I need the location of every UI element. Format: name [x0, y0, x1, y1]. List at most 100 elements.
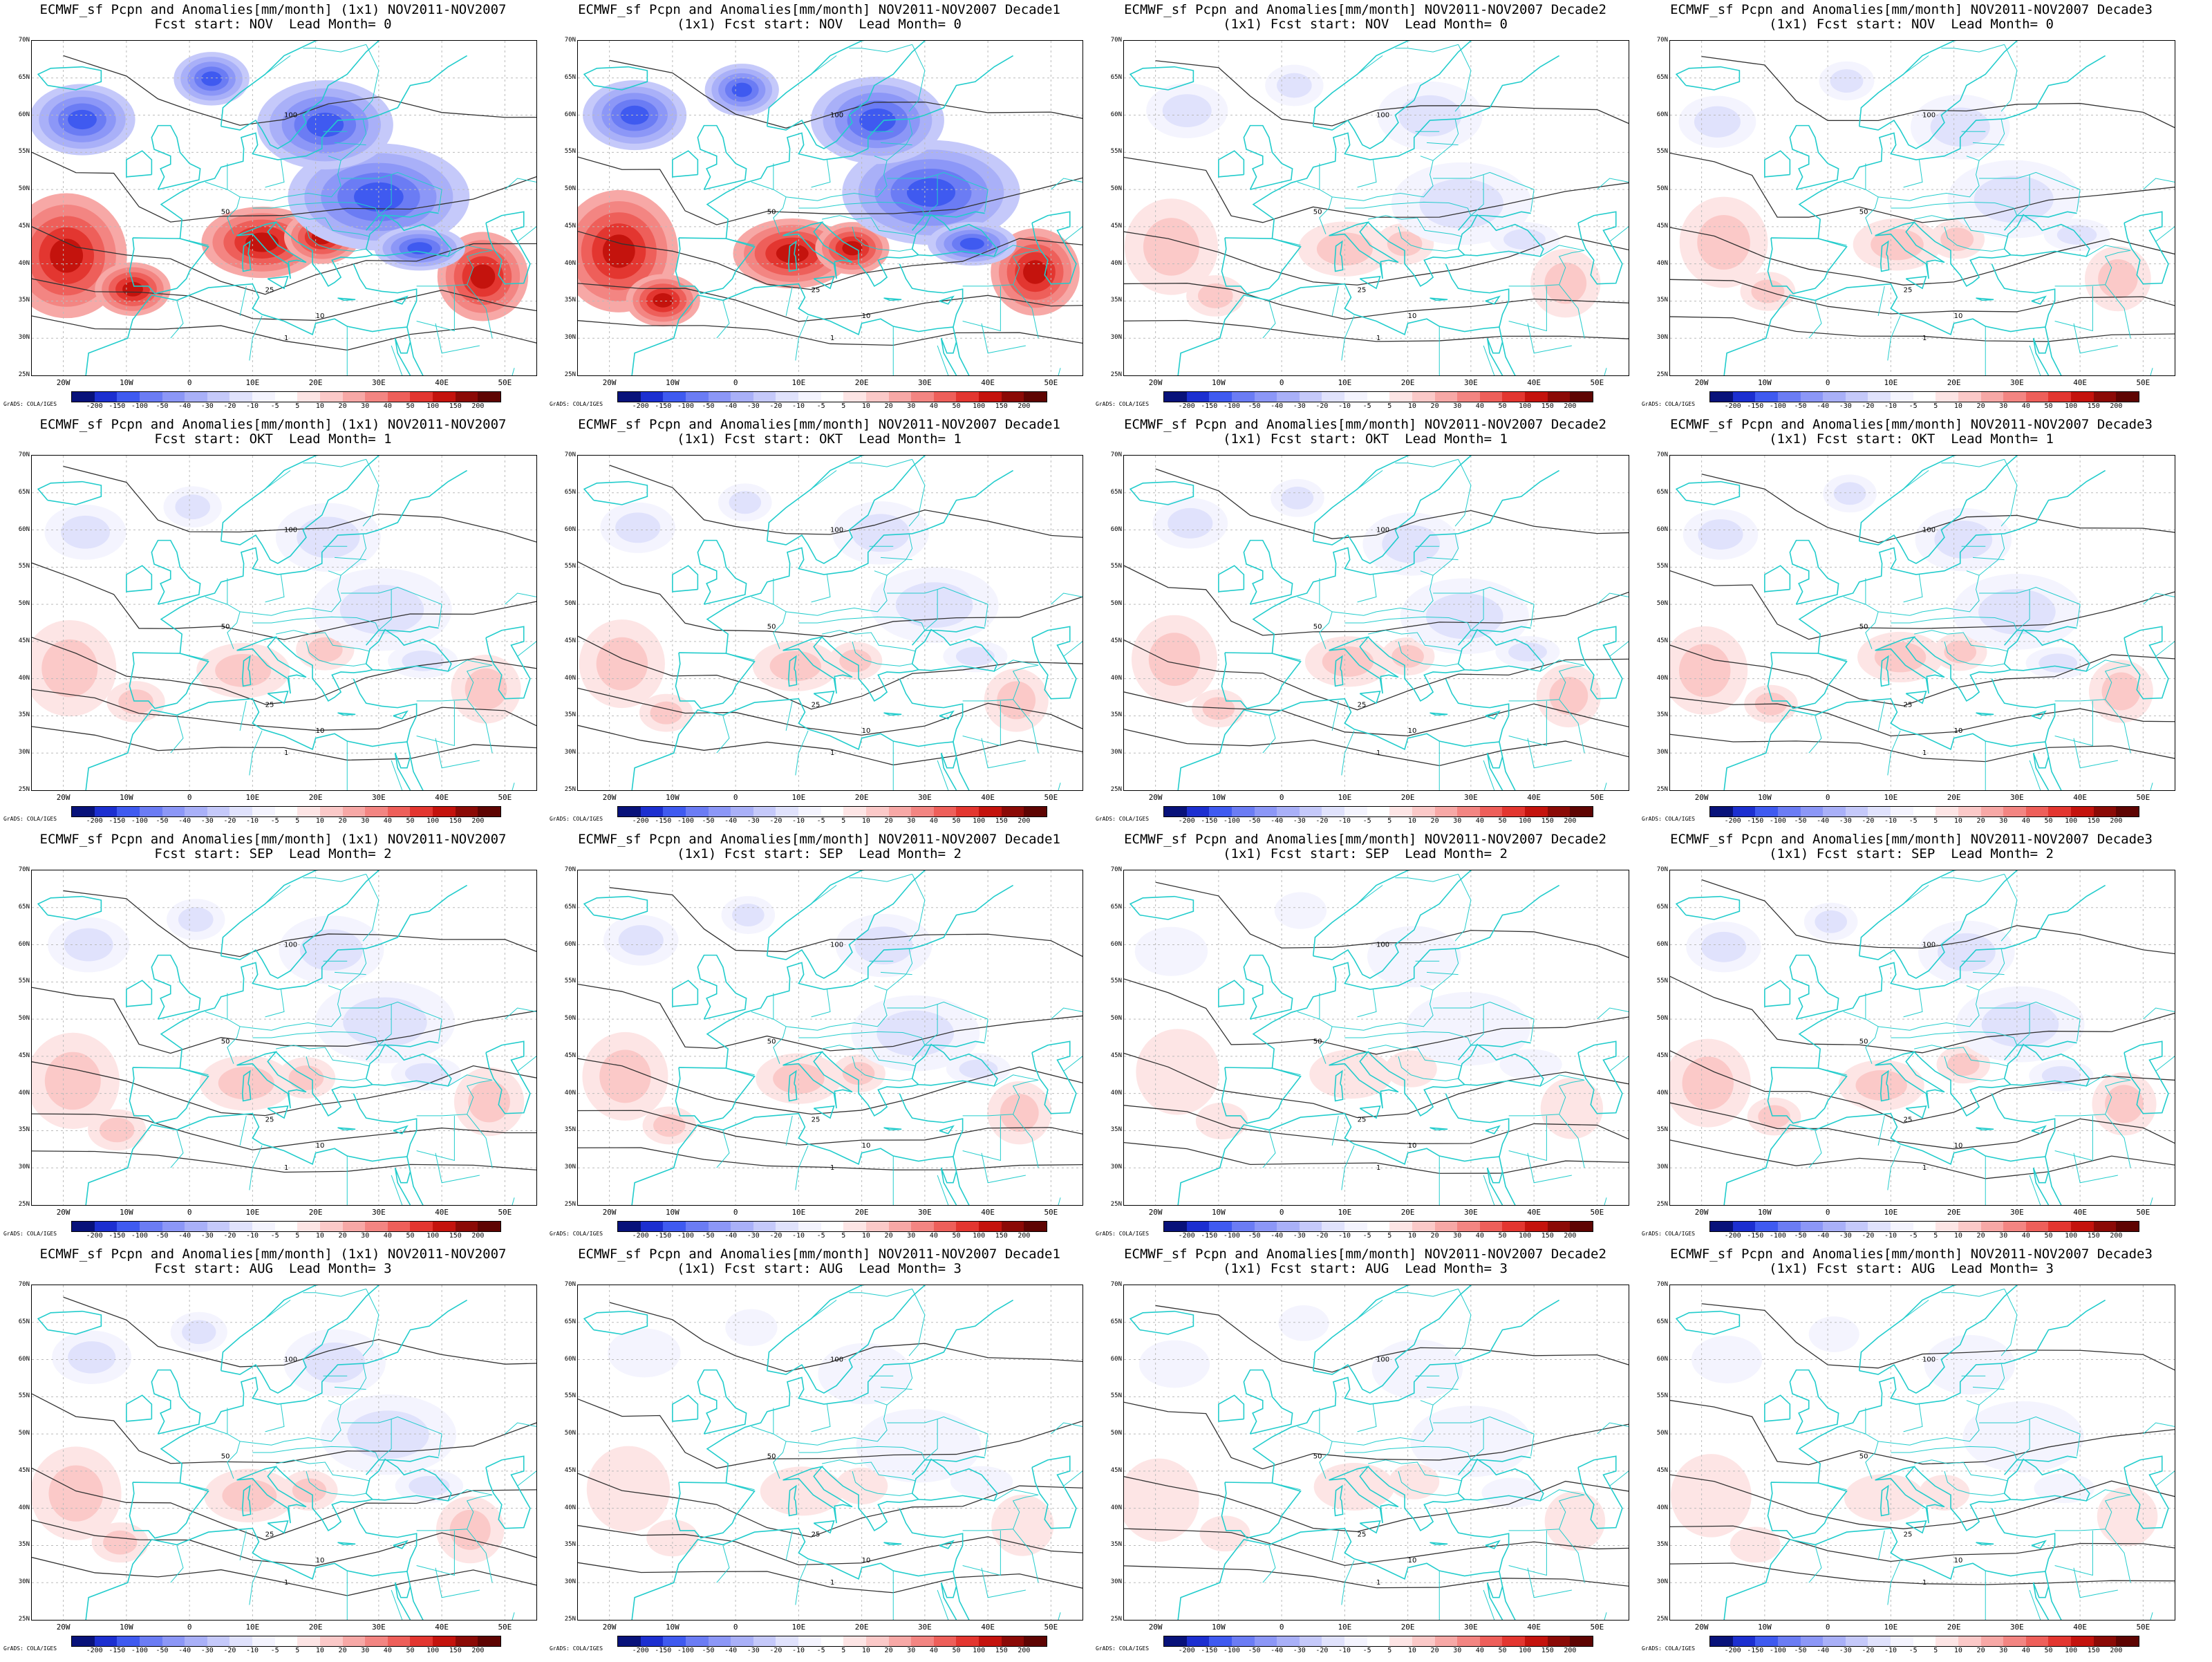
coastline [1485, 1540, 1501, 1549]
colorbar-label: -100 [1223, 1647, 1240, 1654]
positive-anomaly-area [222, 1479, 277, 1512]
lat-tick-label: 35N [18, 711, 30, 719]
colorbar-label: 30 [361, 1647, 370, 1654]
coastline [1312, 1285, 1472, 1394]
colorbar-swatch [1209, 1636, 1232, 1646]
lat-tick-label: 40N [1656, 674, 1668, 682]
colorbar-label: 50 [952, 817, 961, 825]
colorbar-label: 20 [1430, 817, 1439, 825]
negative-anomaly-area [1274, 892, 1327, 929]
country-border [2029, 1175, 2041, 1205]
colorbar-swatch [1457, 807, 1480, 816]
country-border [1878, 156, 1980, 201]
country-border [1368, 215, 1462, 237]
colorbar-label: 150 [995, 817, 1008, 825]
country-border [1262, 716, 1276, 754]
country-border [334, 142, 366, 146]
colorbar-swatch [72, 1636, 95, 1646]
lon-tick-label: 50E [498, 378, 512, 387]
coastline [409, 342, 424, 375]
negative-anomaly-area [1277, 73, 1312, 98]
colorbar-label: -150 [1201, 1647, 1218, 1654]
country-border [785, 286, 793, 317]
colorbar-swatch [297, 1222, 320, 1231]
lat-tick-label: 40N [1110, 1089, 1122, 1096]
positive-anomaly-area [118, 689, 153, 714]
colorbar-swatch [865, 1222, 889, 1231]
colorbar-label: -50 [1248, 1232, 1261, 1240]
precip-contour-line [1124, 978, 1629, 1055]
lon-tick-label: 20E [854, 378, 869, 387]
contour-label: 10 [1954, 1142, 1963, 1150]
colorbar-label: -20 [1862, 1647, 1875, 1654]
colorbar-swatch [1980, 392, 2004, 402]
contour-label: 100 [1376, 942, 1389, 949]
country-border [276, 630, 370, 652]
panel-title: ECMWF_sf Pcpn and Anomalies[mm/month] (1… [3, 1247, 543, 1276]
colorbar-label: 100 [427, 402, 440, 410]
lat-tick-label: 70N [564, 37, 576, 44]
lat-tick-label: 70N [564, 1281, 576, 1288]
lon-tick-label: 20W [56, 1623, 71, 1632]
positive-anomaly-area [650, 701, 683, 725]
country-border [170, 1130, 184, 1168]
precip-contour-line [1670, 1474, 2175, 1529]
coastline [1367, 1043, 1544, 1117]
lon-tick-label: 40E [981, 378, 995, 387]
country-border [2086, 1489, 2131, 1502]
contour-label: 50 [1313, 623, 1322, 631]
country-border [252, 1446, 379, 1460]
coastline [1218, 980, 1245, 1007]
country-border [1527, 738, 1572, 769]
colorbar-swatch [478, 1636, 500, 1646]
coastline [766, 870, 926, 979]
lon-tick-label: 50E [2136, 793, 2150, 802]
positive-anomaly-area [1124, 1458, 1199, 1542]
colorbar-swatch [1547, 1222, 1571, 1231]
colorbar-label: -10 [246, 1232, 259, 1240]
lon-tick-label: 50E [1590, 1208, 1604, 1217]
lon-tick-label: 20W [1694, 793, 1709, 802]
lon-tick-label: 10W [1211, 793, 1226, 802]
grads-credit: GrADS: COLA/IGES [3, 1645, 57, 1652]
colorbar-swatch [1024, 807, 1047, 816]
coastline [1485, 295, 1501, 305]
coastline [1858, 1285, 2018, 1394]
lat-tick-label: 55N [1110, 563, 1122, 570]
colorbar-swatch [433, 1222, 456, 1231]
map-area: 1 10 25 50 100 [31, 40, 537, 376]
colorbar-label: -200 [1178, 1232, 1195, 1240]
lat-tick-label: 65N [1110, 1318, 1122, 1325]
grads-credit: GrADS: COLA/IGES [1642, 401, 1696, 407]
colorbar-label: 150 [2087, 1232, 2100, 1240]
lon-tick-label: 10E [791, 1623, 806, 1632]
colorbar-label: 30 [1453, 1232, 1462, 1240]
precip-contour-line [1670, 734, 2175, 763]
coastline [1905, 1105, 1927, 1119]
colorbar-swatch [1479, 1636, 1503, 1646]
coastline [1458, 1455, 1531, 1475]
lon-tick-label: 40E [2073, 1623, 2088, 1632]
country-border [1891, 1446, 2018, 1460]
country-border [512, 368, 515, 375]
country-border [1063, 641, 1082, 657]
lat-tick-label: 30N [1110, 749, 1122, 756]
country-border [1609, 1056, 1629, 1072]
colorbar-label: 40 [2021, 402, 2030, 410]
colorbar-label: 10 [1953, 402, 1962, 410]
colorbar-label: -100 [131, 402, 148, 410]
precip-contour-line [1124, 1141, 1629, 1174]
country-border [798, 1031, 926, 1045]
country-border [795, 315, 809, 361]
lat-tick-label: 40N [564, 674, 576, 682]
negative-anomaly-area [615, 512, 661, 543]
lon-tick-label: 10W [665, 1623, 679, 1632]
lat-tick-label: 50N [564, 600, 576, 608]
colorbar-label: 40 [929, 1647, 938, 1654]
colorbar-label: -50 [156, 817, 169, 825]
coastline [485, 211, 531, 285]
colorbar-label: -30 [747, 1232, 760, 1240]
negative-anomaly-area [1924, 1335, 2016, 1395]
coastline [129, 1482, 209, 1539]
lon-tick-label: 10W [1211, 378, 1226, 387]
